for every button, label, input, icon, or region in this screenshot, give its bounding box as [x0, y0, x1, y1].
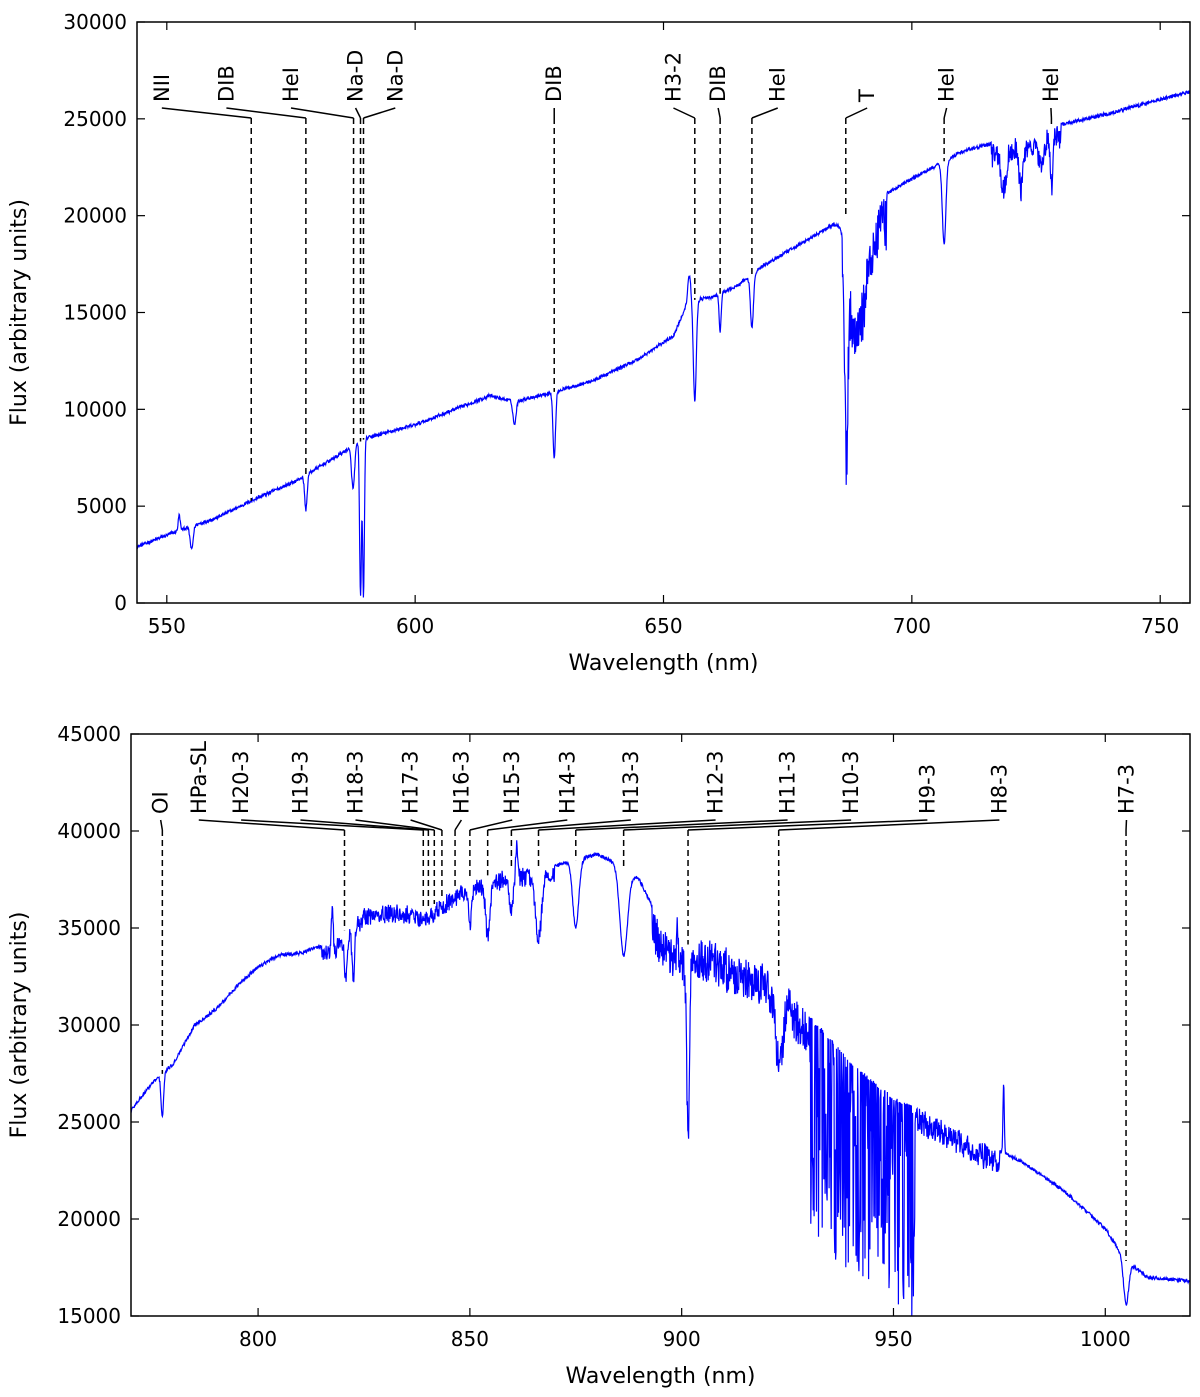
leader-line — [159, 819, 164, 831]
line-label: H14-3 — [555, 751, 579, 814]
y-axis-label: Flux (arbitrary units) — [7, 199, 32, 426]
line-label: H8-3 — [987, 764, 1011, 814]
y-tick-label: 20000 — [57, 1207, 121, 1231]
y-tick-label: 20000 — [63, 204, 127, 228]
line-label: DIB — [214, 65, 238, 102]
line-label: HeI — [1039, 67, 1063, 102]
leader-line — [469, 819, 513, 831]
spectrum-line — [137, 90, 1190, 598]
y-tick-label: 30000 — [63, 10, 127, 34]
x-tick-label: 900 — [663, 1327, 701, 1351]
line-label: H17-3 — [399, 751, 423, 814]
line-label: H10-3 — [839, 751, 863, 814]
line-label: Na-D — [383, 50, 407, 102]
leader-line — [241, 819, 424, 831]
x-axis-label: Wavelength (nm) — [568, 651, 758, 676]
line-label: HeI — [935, 67, 959, 102]
y-tick-label: 35000 — [57, 916, 121, 940]
x-tick-label: 800 — [239, 1327, 277, 1351]
y-axis-label: Flux (arbitrary units) — [7, 912, 32, 1139]
y-tick-label: 10000 — [63, 397, 127, 421]
leader-line — [751, 107, 779, 119]
leader-line — [538, 819, 716, 831]
y-tick-label: 5000 — [76, 494, 127, 518]
leader-line — [354, 107, 362, 119]
x-tick-label: 750 — [1141, 614, 1179, 638]
leader-line — [290, 107, 354, 119]
leader-line — [300, 819, 429, 831]
leader-line — [410, 819, 443, 831]
line-label: H15-3 — [500, 751, 524, 814]
line-label: H9-3 — [915, 764, 939, 814]
x-tick-label: 1000 — [1080, 1327, 1131, 1351]
y-tick-label: 45000 — [57, 722, 121, 746]
y-tick-label: 40000 — [57, 819, 121, 843]
x-tick-label: 650 — [644, 614, 682, 638]
line-label: HPa-SL — [187, 741, 211, 814]
line-label: H16-3 — [449, 751, 473, 814]
top-spectrum-panel: NII DIB HeI Na-D Na-D DIB H3-2 DIB HeI T HeI HeI 550… — [7, 10, 1191, 676]
line-label: H11-3 — [776, 751, 800, 814]
x-tick-label: 950 — [874, 1327, 912, 1351]
leader-line — [778, 819, 1000, 831]
line-label: H20-3 — [229, 751, 253, 814]
line-label: H12-3 — [704, 751, 728, 814]
y-tick-label: 15000 — [57, 1304, 121, 1328]
leader-line — [161, 107, 252, 119]
leader-line — [688, 819, 928, 831]
y-tick-label: 25000 — [63, 107, 127, 131]
x-tick-label: 600 — [396, 614, 434, 638]
leader-line — [198, 819, 345, 831]
line-label: H19-3 — [288, 751, 312, 814]
y-tick-label: 30000 — [57, 1013, 121, 1037]
leader-line — [575, 819, 788, 831]
line-label: NII — [150, 74, 174, 102]
leader-line — [673, 107, 696, 119]
leader-line — [511, 819, 631, 831]
line-label: OI — [149, 791, 173, 814]
leader-line — [363, 107, 396, 119]
x-tick-label: 700 — [893, 614, 931, 638]
x-axis-label: Wavelength (nm) — [565, 1364, 755, 1389]
leader-line — [487, 819, 568, 831]
line-label: H3-2 — [661, 52, 685, 102]
line-label: H7-3 — [1114, 764, 1138, 814]
line-label: T — [855, 89, 879, 103]
x-tick-label: 550 — [148, 614, 186, 638]
line-label: HeI — [766, 67, 790, 102]
leader-line — [355, 819, 435, 831]
spectrum-line — [131, 840, 1190, 1316]
x-tick-label: 850 — [451, 1327, 489, 1351]
leader-line — [226, 107, 306, 119]
leader-line — [943, 107, 948, 119]
leader-line — [845, 107, 868, 119]
plot-frame — [130, 733, 1191, 1317]
y-tick-label: 0 — [114, 591, 127, 615]
y-tick-label: 25000 — [57, 1110, 121, 1134]
leader-line — [623, 819, 852, 831]
line-label: HeI — [279, 67, 303, 102]
line-label: H13-3 — [619, 751, 643, 814]
leader-line — [454, 819, 463, 831]
bottom-spectrum-panel: OI HPa-SL H20-3 H19-3 H18-3 H17-3 H16-3 H15-3 H1… — [7, 722, 1191, 1389]
y-tick-label: 15000 — [63, 301, 127, 325]
leader-line — [717, 107, 721, 119]
line-label: DIB — [706, 65, 730, 102]
line-label: DIB — [542, 65, 566, 102]
line-label: Na-D — [344, 50, 368, 102]
line-label: H18-3 — [344, 751, 368, 814]
